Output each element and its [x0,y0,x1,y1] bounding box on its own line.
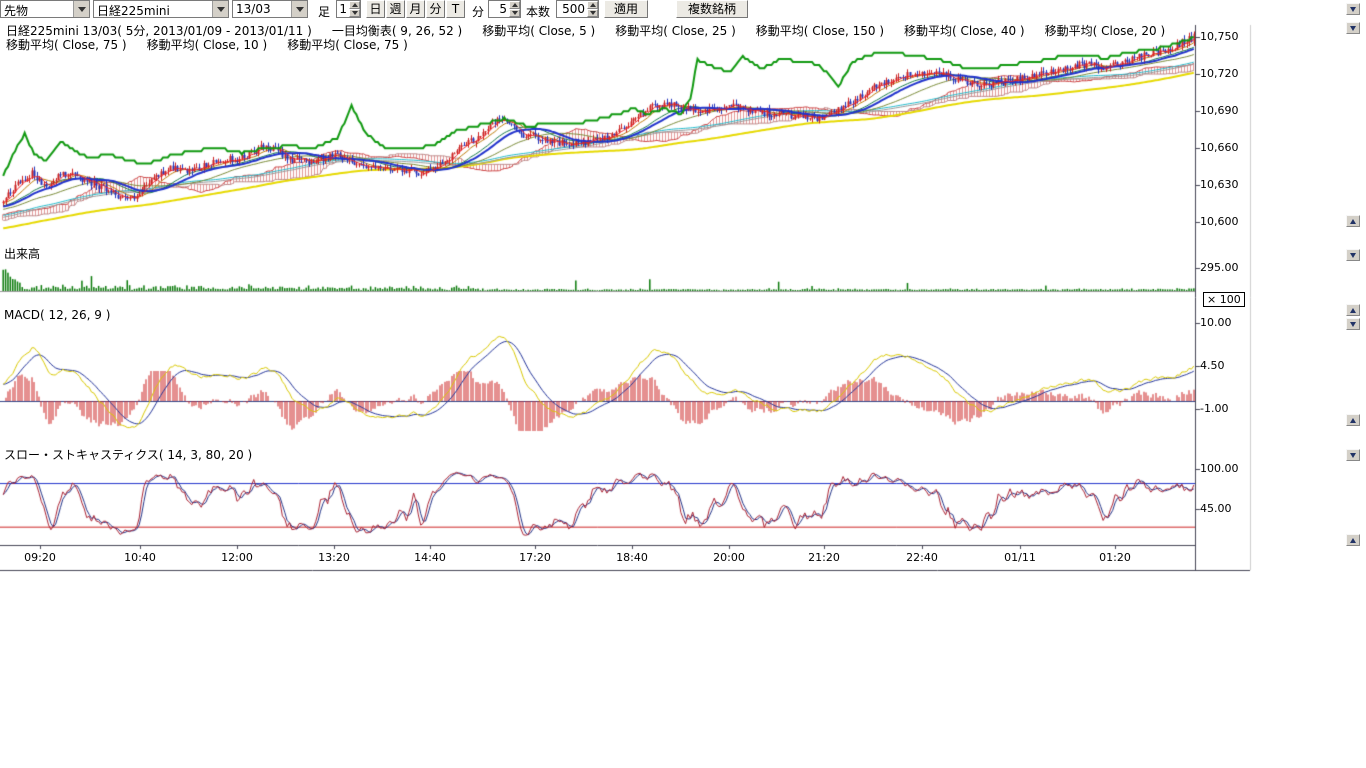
price-axis-tick: 10,600 [1200,215,1239,228]
price-axis-tick: 10,630 [1200,178,1239,191]
period-month-button[interactable]: 月 [406,0,425,18]
pane-scroll-up-button[interactable] [1346,534,1360,546]
period-tick-button[interactable]: T [446,0,465,18]
stochastics-pane-label: スロー・ストキャスティクス( 14, 3, 80, 20 ) [4,448,253,462]
spin-down-icon[interactable] [349,9,360,17]
period-minute-button[interactable]: 分 [426,0,445,18]
time-axis-label: 12:00 [221,551,253,564]
time-axis-label: 01:20 [1099,551,1131,564]
price-axis-tick: 10,750 [1200,30,1239,43]
spin-down-icon[interactable] [587,9,598,17]
triangle-up-icon [1350,307,1356,313]
pane-scroll-down-button[interactable] [1346,3,1360,15]
triangle-up-icon [1350,218,1356,224]
price-axis-tick: 10,660 [1200,141,1239,154]
spin-up-icon[interactable] [587,1,598,9]
instrument-type-combobox[interactable]: 先物 [0,0,90,18]
series-title: 日経225mini 13/03( 5分, 2013/01/09 - 2013/0… [6,24,312,38]
legend-ma10: 移動平均( Close, 10 ) [146,38,268,52]
legend-ma40: 移動平均( Close, 40 ) [904,24,1025,38]
legend-row-2: 移動平均( Close, 75 ) 移動平均( Close, 10 ) 移動平均… [6,36,408,53]
triangle-down-icon [1350,6,1356,12]
volume-pane-label: 出来高 [4,247,41,261]
legend-ma75: 移動平均( Close, 75 ) [6,38,127,52]
time-axis-label: 20:00 [713,551,745,564]
toolbar: 先物 日経225mini 13/03 足 1 日 週 月 分 T 分 5 [0,0,1366,19]
legend-ma25: 移動平均( Close, 25 ) [615,24,736,38]
pane-scroll-down-button[interactable] [1346,22,1360,34]
legend-ma75b: 移動平均( Close, 75 ) [287,38,408,52]
triangle-down-icon [77,6,86,12]
triangle-down-icon [1350,452,1356,458]
spinner-arrows [587,1,598,17]
pane-scroll-down-button[interactable] [1346,318,1360,330]
triangle-down-icon [1350,25,1356,31]
volume-multiplier-badge: × 100 [1203,292,1245,307]
bar-type-label: 足 [318,5,331,19]
spin-up-icon[interactable] [509,1,520,9]
stoch-axis-tick: 100.00 [1200,462,1239,475]
time-axis-label: 13:20 [318,551,350,564]
stoch-axis-tick: 45.00 [1200,502,1232,515]
bar-step-spinner[interactable]: 1 [336,0,361,18]
bar-count-spinner[interactable]: 500 [556,0,599,18]
time-axis-label: 10:40 [124,551,156,564]
pane-scroll-down-button[interactable] [1346,449,1360,461]
instrument-type-value: 先物 [4,4,29,17]
period-day-button[interactable]: 日 [366,0,385,18]
spin-down-icon[interactable] [509,9,520,17]
legend-ichimoku: 一目均衡表( 9, 26, 52 ) [331,24,463,38]
time-axis-label: 09:20 [24,551,56,564]
time-axis-label: 14:40 [414,551,446,564]
bar-count-value: 500 [562,2,585,16]
time-axis-label: 17:20 [519,551,551,564]
spin-up-icon[interactable] [349,1,360,9]
bar-step-value: 1 [339,2,347,16]
spinner-arrows [349,1,360,17]
macd-axis-tick: 10.00 [1200,316,1232,329]
chevron-down-icon[interactable] [212,1,228,17]
period-week-button[interactable]: 週 [386,0,405,18]
triangle-up-icon [1350,537,1356,543]
price-axis-tick: 10,720 [1200,67,1239,80]
time-axis-label: 21:20 [808,551,840,564]
macd-axis-tick: 4.50 [1200,359,1225,372]
legend-ma5: 移動平均( Close, 5 ) [482,24,596,38]
pane-scroll-up-button[interactable] [1346,304,1360,316]
macd-pane-label: MACD( 12, 26, 9 ) [4,308,111,322]
pane-scroll-up-button[interactable] [1346,215,1360,227]
volume-axis-tick: 295.00 [1200,261,1239,274]
chevron-down-icon[interactable] [73,1,89,17]
pane-scroll-down-button[interactable] [1346,249,1360,261]
bar-count-label: 本数 [526,5,551,19]
triangle-down-icon [1350,252,1356,258]
contract-month-combobox[interactable]: 13/03 [232,0,308,18]
triangle-down-icon [1350,321,1356,327]
macd-axis-tick: -1.00 [1200,402,1229,415]
symbol-combobox[interactable]: 日経225mini [93,0,229,18]
price-axis-tick: 10,690 [1200,104,1239,117]
minute-value-spinner[interactable]: 5 [488,0,521,18]
multi-symbol-button[interactable]: 複数銘柄 [676,0,748,18]
time-axis-label: 22:40 [906,551,938,564]
time-axis-label: 18:40 [616,551,648,564]
spinner-arrows [509,1,520,17]
minute-value: 5 [499,2,507,16]
contract-month-value: 13/03 [236,2,271,16]
legend-ma150: 移動平均( Close, 150 ) [755,24,885,38]
minute-unit-label: 分 [472,5,485,19]
time-axis-label: 01/11 [1004,551,1036,564]
triangle-up-icon [1350,417,1356,423]
pane-scroll-up-button[interactable] [1346,414,1360,426]
legend-row-1: 日経225mini 13/03( 5分, 2013/01/09 - 2013/0… [6,22,1165,39]
chevron-down-icon[interactable] [291,1,307,17]
triangle-down-icon [295,6,304,12]
legend-ma20: 移動平均( Close, 20 ) [1044,24,1166,38]
apply-button[interactable]: 適用 [604,0,648,18]
symbol-value: 日経225mini [97,4,170,17]
triangle-down-icon [216,6,225,12]
